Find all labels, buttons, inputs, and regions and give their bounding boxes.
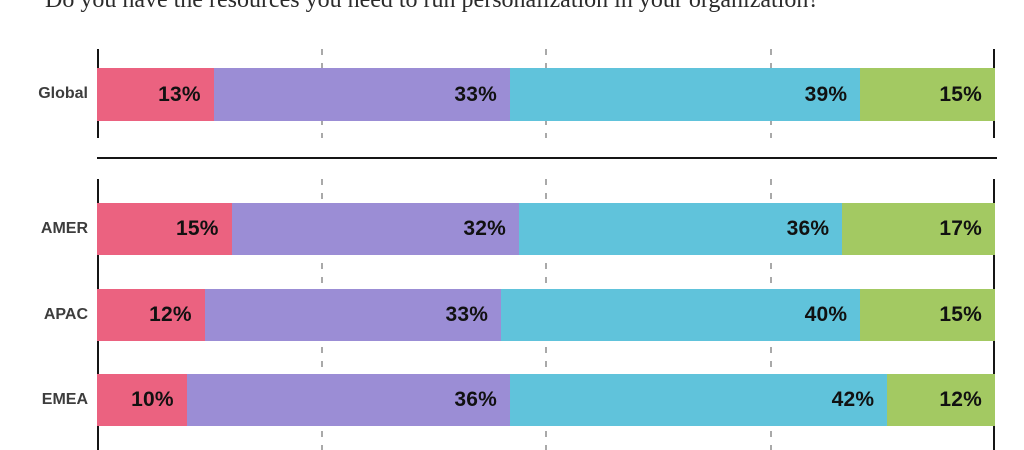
segment-value-label: 42% <box>831 388 875 411</box>
bar-row-emea: 10% 36% 42% 12% <box>97 374 995 426</box>
bar-segment: 10% <box>97 374 187 426</box>
bar-segment: 12% <box>97 289 205 341</box>
regions-plot-area: 15% 32% 36% 17% 12% 33% 40% 15% 10% 36% … <box>97 179 995 450</box>
segment-value-label: 12% <box>149 303 192 326</box>
segment-value-label: 33% <box>445 303 489 326</box>
segment-value-label: 17% <box>939 217 982 240</box>
bar-row-apac: 12% 33% 40% 15% <box>97 289 995 341</box>
bar-segment: 33% <box>213 68 511 121</box>
segment-value-label: 36% <box>454 388 498 411</box>
bar-segment: 17% <box>842 203 995 255</box>
category-label-amer: AMER <box>40 220 88 237</box>
segment-value-label: 32% <box>463 217 507 240</box>
segment-value-label: 10% <box>131 388 174 411</box>
bar-segment: 32% <box>231 203 520 255</box>
category-label-apac: APAC <box>43 306 88 323</box>
bar-segment: 12% <box>887 374 995 426</box>
segment-value-label: 40% <box>804 303 848 326</box>
bar-segment: 15% <box>97 203 232 255</box>
bar-segment: 36% <box>186 374 511 426</box>
chart-title: Do you have the resources you need to ru… <box>45 0 819 13</box>
chart-title-container: Do you have the resources you need to ru… <box>0 0 1024 14</box>
segment-value-label: 15% <box>176 217 219 240</box>
bar-segment: 13% <box>97 68 214 121</box>
segment-value-label: 15% <box>939 82 982 106</box>
bar-row-global: 13% 33% 39% 15% <box>97 68 995 121</box>
segment-value-label: 12% <box>939 388 982 411</box>
bar-segment: 15% <box>860 289 995 341</box>
bar-row-amer: 15% 32% 36% 17% <box>97 203 995 255</box>
segment-value-label: 15% <box>939 303 982 326</box>
segment-value-label: 36% <box>786 217 830 240</box>
category-label-global: Global <box>38 85 88 102</box>
segment-value-label: 39% <box>804 82 848 106</box>
bar-segment: 40% <box>501 289 861 341</box>
bar-segment: 33% <box>204 289 502 341</box>
segment-value-label: 13% <box>158 82 201 106</box>
section-divider <box>97 157 997 159</box>
global-plot-area: 13% 33% 39% 15% <box>97 49 995 138</box>
bar-segment: 36% <box>519 203 843 255</box>
segment-value-label: 33% <box>454 82 498 106</box>
bar-segment: 15% <box>860 68 995 121</box>
category-label-emea: EMEA <box>41 391 88 408</box>
bar-segment: 39% <box>510 68 861 121</box>
bar-segment: 42% <box>510 374 888 426</box>
